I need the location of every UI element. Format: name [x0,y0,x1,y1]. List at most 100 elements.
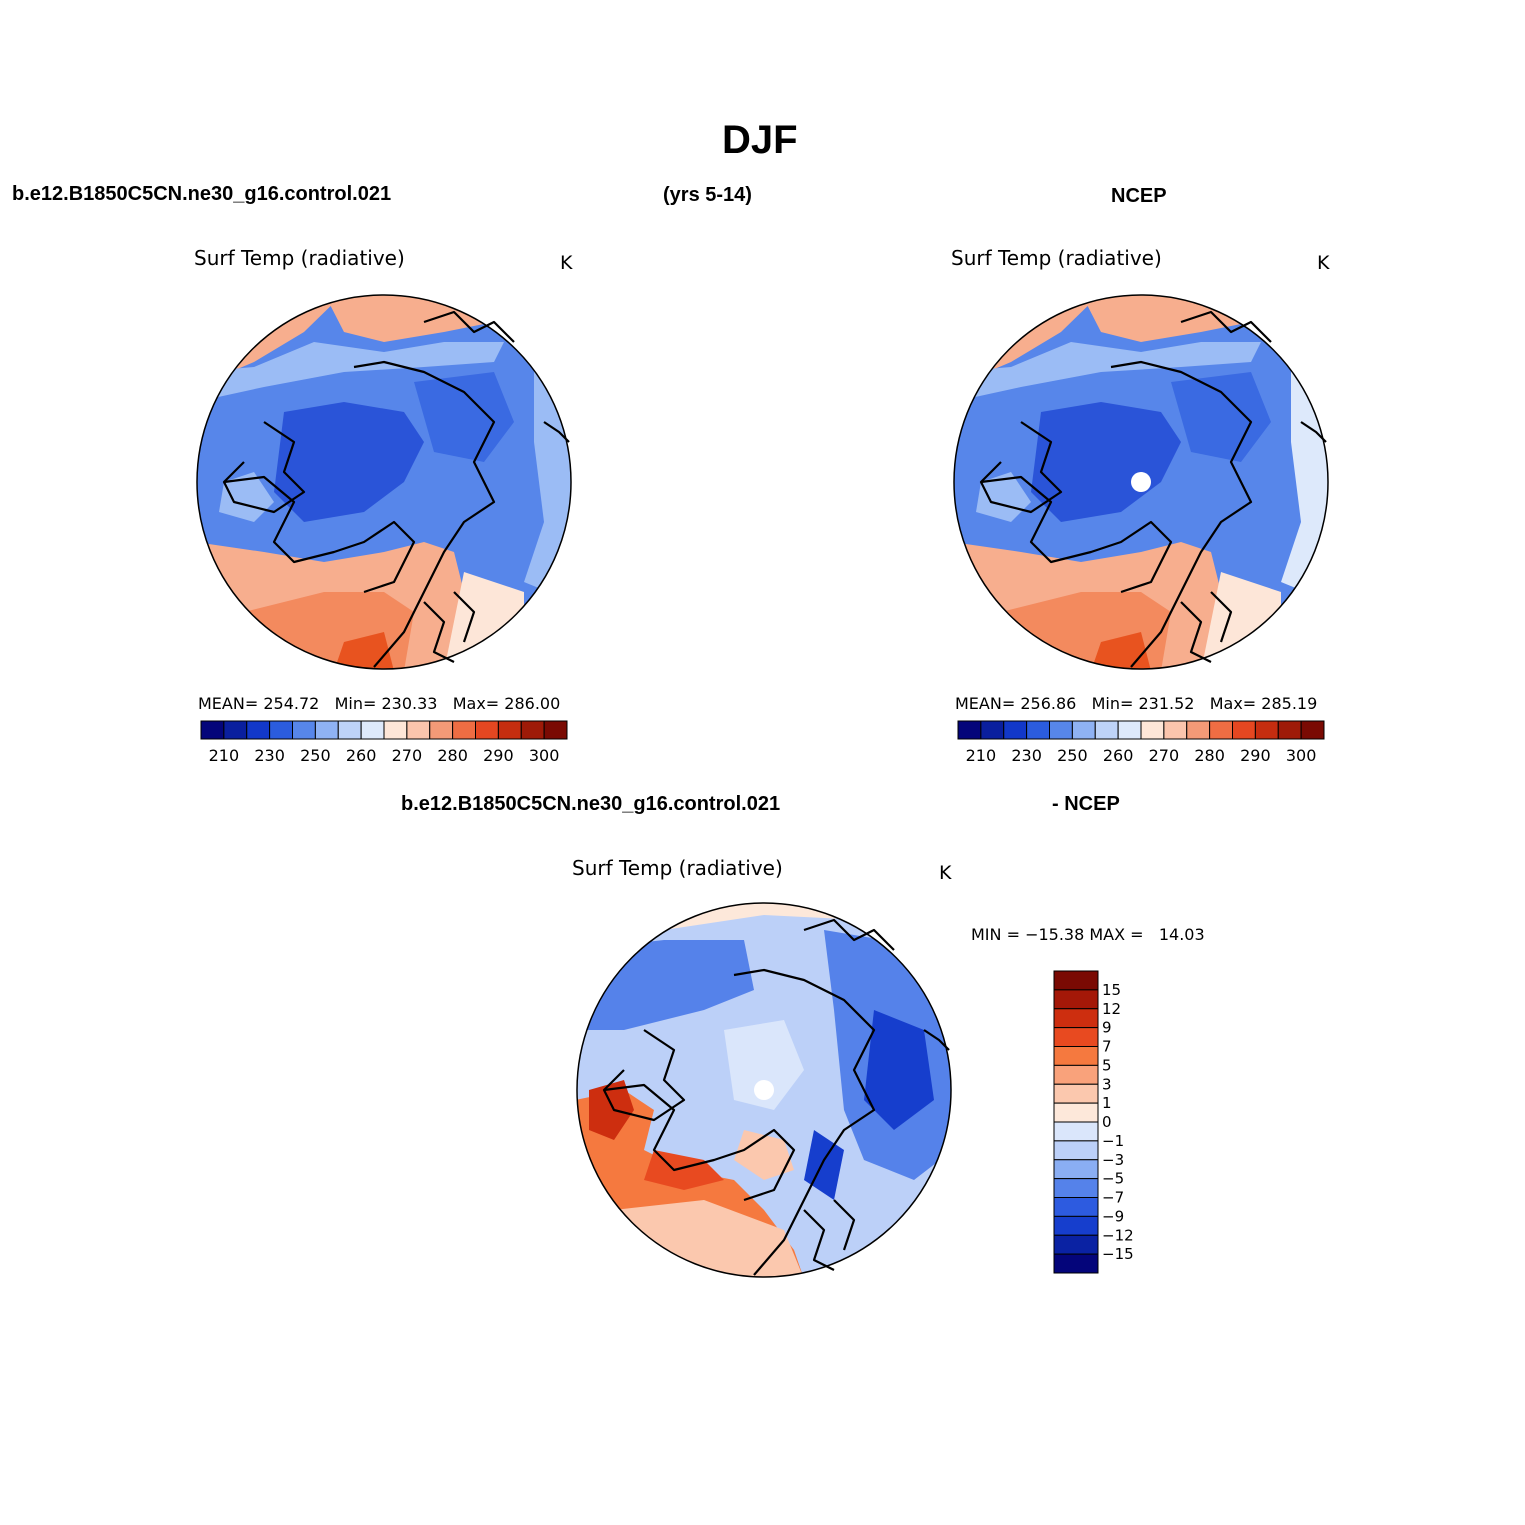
diff-colorbar-tick-label: −1 [1102,1132,1124,1150]
diff-colorbar-box-9 [1053,1140,1099,1161]
model-colorbar-box-15 [543,720,568,740]
diff-colorbar-box-7 [1053,1102,1099,1123]
coast-greenland [223,475,416,594]
obs-colorbar-box-13 [1254,720,1279,740]
diff-colorbar-tick-label: 12 [1102,1000,1121,1018]
diff-colorbar-box-8 [1053,1121,1099,1142]
obs-polar-map [953,294,1329,670]
model-colorbar-box-4 [292,720,316,740]
model-colorbar-box-7 [360,720,385,740]
model-colorbar-tick-label: 260 [346,746,377,765]
model-colorbar-box-11 [452,720,476,740]
figure-title: DJF [722,118,798,162]
obs-colorbar-tick-label: 300 [1286,746,1317,765]
diff-pole-missing-data [754,1080,774,1100]
obs-panel-title: Surf Temp (radiative) [951,246,1162,270]
diff-obs-header: - NCEP [1052,793,1120,815]
model-colorbar-box-9 [406,720,431,740]
model-colorbar-box-2 [246,720,271,740]
diff-cold-scandinavia [804,1130,844,1200]
coast-eurasia [1110,360,1253,668]
model-colorbar-tick-label: 230 [254,746,285,765]
diff-coast-eurasia [733,968,876,1276]
obs-stats: MEAN= 256.86 Min= 231.52 Max= 285.19 [955,694,1317,713]
field-cold-siberia [1171,372,1271,462]
model-colorbar: 210 230 250 260 270 280 290 300 [200,720,568,765]
model-colorbar-tick-label: 210 [209,746,240,765]
obs-colorbar-box-12 [1232,720,1256,740]
diff-colorbar-tick-label: −15 [1102,1245,1134,1263]
model-colorbar-box-14 [520,720,545,740]
model-colorbar-box-5 [314,720,339,740]
coast-chukotka [1180,310,1272,343]
diff-colorbar-tick-label: −12 [1102,1226,1134,1244]
model-colorbar-tick-label: 250 [300,746,331,765]
diff-colorbar-box-1 [1053,989,1099,1010]
model-min-label: Min= [334,694,377,713]
obs-colorbar-box-1 [980,720,1005,740]
obs-mean-label: MEAN= [955,694,1016,713]
obs-panel-units: K [1317,252,1330,274]
model-mean-label: MEAN= [198,694,259,713]
diff-cold-siberia-core [864,1010,934,1130]
diff-colorbar-box-2 [1053,1008,1099,1029]
diff-coast-greenland [603,1083,796,1202]
field-cold-core [1031,402,1181,522]
coast-scandinavia [423,591,476,663]
map-outline [196,294,572,670]
diff-warm-labrador [589,1080,634,1140]
model-colorbar-tick-label: 300 [529,746,560,765]
coast-arctic-islands [222,421,306,514]
coast-eurasia [353,360,496,668]
diff-colorbar-box-12 [1053,1197,1099,1217]
diff-colorbar-box-6 [1053,1083,1099,1104]
diff-panel-units: K [939,862,952,884]
obs-colorbar-box-0 [957,720,982,740]
diff-case-header: b.e12.B1850C5CN.ne30_g16.control.021 [401,793,781,815]
diff-colorbar-tick-label: −9 [1102,1207,1124,1225]
diff-colorbar-box-3 [1053,1027,1099,1047]
diff-coast-chukotka [803,918,895,951]
obs-colorbar-box-10 [1186,720,1211,740]
model-panel-units: K [560,252,573,274]
obs-colorbar-tick-label: 290 [1240,746,1271,765]
diff-coastlines [602,918,950,1276]
model-stats: MEAN= 254.72 Min= 230.33 Max= 286.00 [198,694,560,713]
diff-colorbar-box-11 [1053,1178,1099,1198]
diff-colorbar-tick-label: 15 [1102,981,1121,999]
obs-mean-value: 256.86 [1020,694,1077,713]
model-mean-value: 254.72 [263,694,320,713]
obs-colorbar-box-9 [1163,720,1188,740]
model-max-label: Max= [452,694,500,713]
obs-colorbar-box-4 [1049,720,1073,740]
case-name-header: b.e12.B1850C5CN.ne30_g16.control.021 [12,183,392,205]
field-cold-band [954,342,1261,402]
field-cold-core [274,402,424,522]
coast-arctic-islands [979,421,1063,514]
obs-colorbar-tick-label: 230 [1011,746,1042,765]
coastlines [979,310,1327,668]
diff-polar-map [576,902,952,1278]
obs-colorbar-box-8 [1140,720,1165,740]
coast-scandinavia [1180,591,1233,663]
model-polar-map [196,294,572,670]
obs-colorbar-tick-label: 270 [1149,746,1180,765]
model-colorbar-box-8 [383,720,408,740]
model-colorbar-box-12 [475,720,499,740]
obs-colorbar-box-7 [1117,720,1142,740]
diff-coast-scandinavia [803,1199,856,1271]
diff-colorbar-tick-label: 0 [1102,1113,1112,1131]
obs-colorbar-box-6 [1094,720,1119,740]
diff-colorbar-box-5 [1053,1064,1099,1085]
model-colorbar-box-1 [223,720,248,740]
model-min-value: 230.33 [381,694,438,713]
diff-colorbar-tick-label: 9 [1102,1019,1112,1037]
obs-colorbar-box-5 [1071,720,1096,740]
obs-colorbar-box-3 [1026,720,1050,740]
field-cold-siberia [414,372,514,462]
diff-colorbar-box-10 [1053,1159,1099,1180]
obs-colorbar-box-2 [1003,720,1028,740]
diff-colorbar-tick-label: 7 [1102,1038,1112,1056]
obs-min-label: Min= [1091,694,1134,713]
